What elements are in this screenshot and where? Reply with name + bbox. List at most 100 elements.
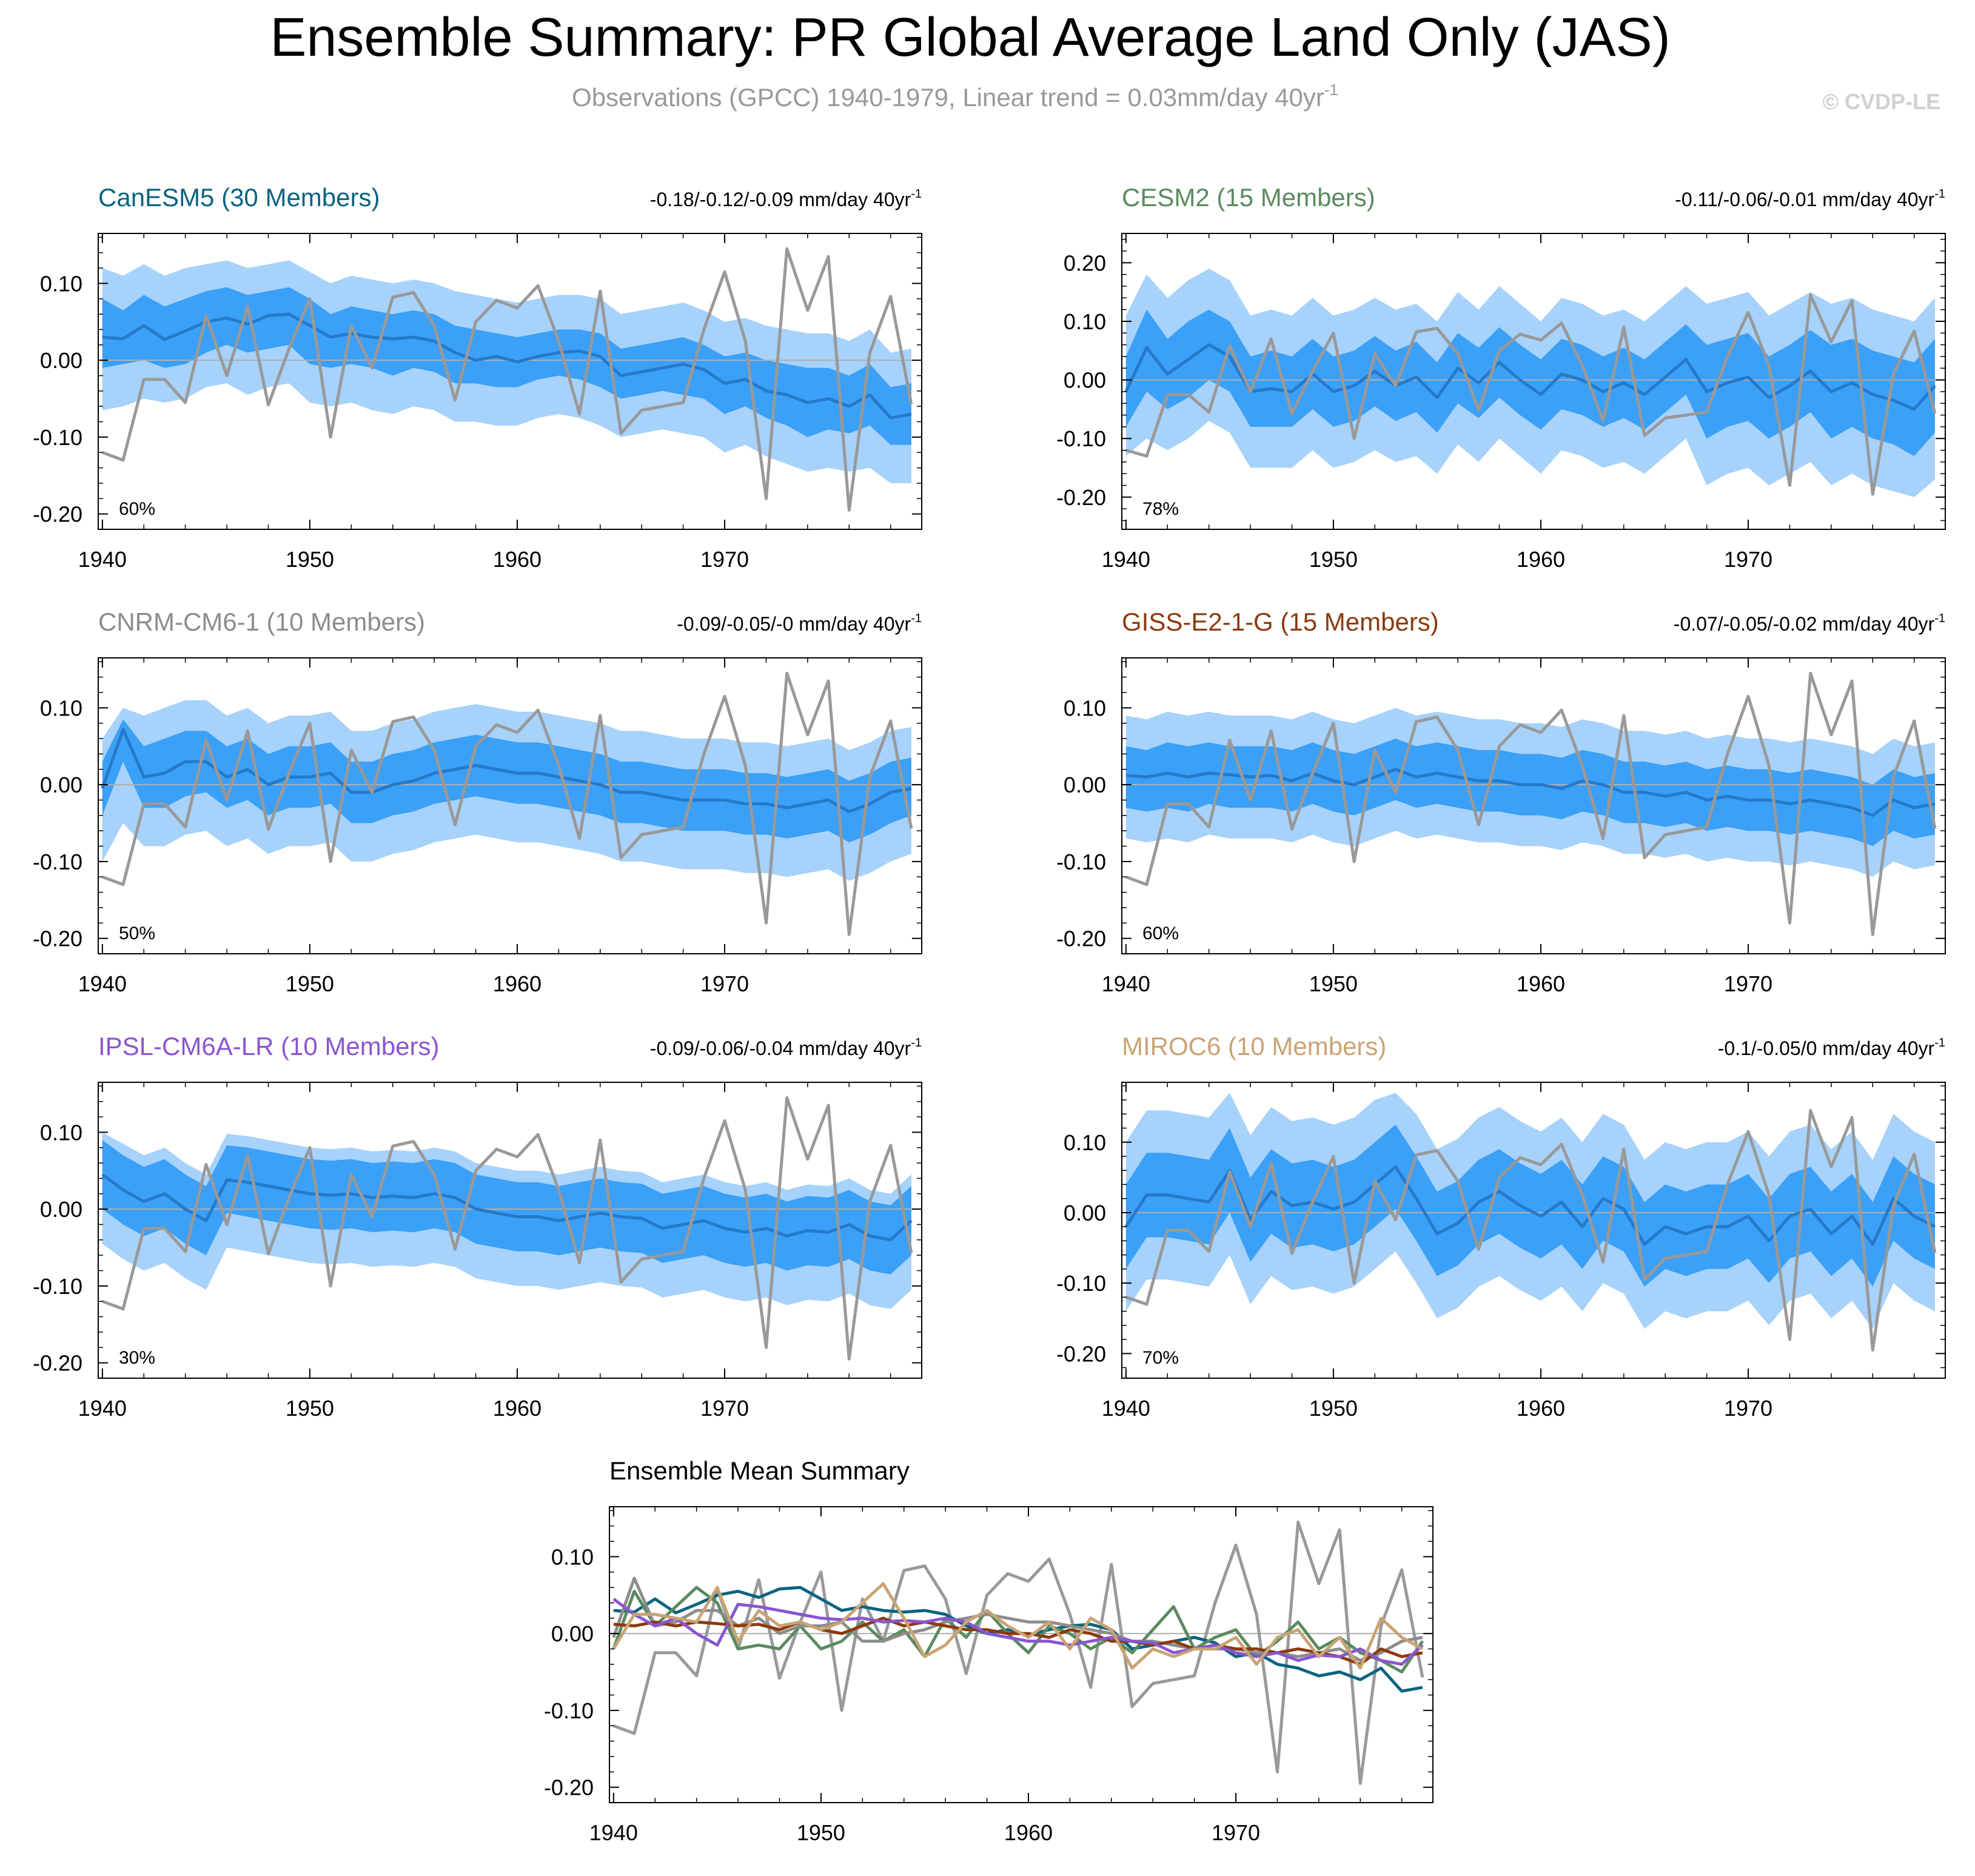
x-tick-label: 1960 (1517, 1396, 1565, 1421)
x-tick-label: 1950 (1309, 971, 1358, 996)
observations-line (101, 1096, 913, 1361)
x-tick-label: 1970 (1724, 971, 1772, 996)
plot-area (1122, 671, 1945, 936)
y-tick-label: 0.10 (40, 1120, 82, 1145)
panel-title: IPSL-CM6A-LR (10 Members) (98, 1032, 439, 1060)
x-tick-label: 1940 (589, 1820, 638, 1845)
x-tick-label: 1960 (493, 547, 542, 572)
percent-label: 50% (119, 923, 155, 943)
y-tick-label: 0.00 (40, 1197, 82, 1222)
x-tick-label: 1950 (1309, 547, 1358, 572)
figure-subtitle: Observations (GPCC) 1940-1979, Linear tr… (572, 81, 1338, 112)
x-tick-label: 1940 (1102, 971, 1150, 996)
y-tick-label: 0.10 (40, 271, 82, 296)
trend-label-text: -0.09/-0.05/-0 mm/day 40yr (677, 613, 911, 635)
x-tick-label: 1960 (493, 1396, 542, 1421)
trend-label: -0.07/-0.05/-0.02 mm/day 40yr-1 (1674, 612, 1945, 635)
trend-label-text: -0.11/-0.06/-0.01 mm/day 40yr (1675, 189, 1934, 210)
x-tick-label: 1970 (700, 1396, 749, 1421)
y-tick-label: 0.20 (1064, 250, 1106, 275)
x-tick-label: 1950 (286, 1396, 334, 1421)
ensemble-inner-band (1125, 739, 1935, 846)
trend-label-text: -0.07/-0.05/-0.02 mm/day 40yr (1674, 613, 1935, 635)
percent-label: 30% (119, 1348, 155, 1368)
y-tick-label: -0.20 (33, 502, 82, 527)
panel-title: CanESM5 (30 Members) (98, 183, 380, 212)
x-tick-label: 1950 (1309, 1396, 1358, 1421)
plot-area (98, 671, 922, 936)
x-tick-label: 1960 (1004, 1820, 1053, 1845)
x-tick-label: 1960 (1517, 971, 1565, 996)
y-tick-label: -0.10 (33, 849, 82, 874)
y-tick-label: -0.10 (33, 1274, 82, 1299)
y-tick-label: 0.10 (551, 1544, 594, 1569)
trend-label: -0.18/-0.12/-0.09 mm/day 40yr-1 (650, 187, 922, 210)
x-tick-label: 1960 (1517, 547, 1565, 572)
trend-label-sup: -1 (911, 187, 922, 201)
y-tick-label: 0.00 (1064, 1201, 1106, 1225)
panel-ensemble-mean-summary: -0.20 -0.10 0.00 0.10 1940 1950 1960 1970 Ensemb… (544, 1456, 1433, 1845)
percent-label: 60% (1142, 923, 1179, 943)
trend-label-sup: -1 (1934, 187, 1945, 201)
panel-ipsl-cm6a-lr: -0.20 -0.10 0.00 0.10 1940 1950 1960 1970 IPSL-C… (33, 1032, 922, 1421)
x-tick-label: 1940 (78, 971, 127, 996)
observations-line (101, 247, 913, 512)
plot-area (1122, 1093, 1945, 1352)
ensemble-inner-band (102, 1140, 911, 1275)
panel-canesm5: -0.20 -0.10 0.00 0.10 1940 1950 1960 1970 CanESM… (33, 183, 922, 572)
trend-label-text: -0.1/-0.05/0 mm/day 40yr (1718, 1037, 1935, 1059)
trend-label-sup: -1 (1934, 612, 1945, 625)
trend-label: -0.09/-0.06/-0.04 mm/day 40yr-1 (650, 1036, 922, 1059)
ensemble-inner-band (102, 287, 911, 445)
plot-area (609, 1520, 1433, 1785)
watermark: © CVDP-LE (1822, 89, 1940, 114)
series-cnrm-cm6-1 (612, 1576, 1423, 1662)
panel-cesm2: -0.20 -0.10 0.00 0.10 0.20 1940 1950 1960 1970 CE… (1056, 183, 1946, 572)
figure-subtitle-sup: -1 (1324, 81, 1338, 99)
series-observations (612, 1520, 1424, 1785)
observations-line (1125, 1109, 1937, 1352)
y-tick-label: 0.00 (40, 348, 82, 373)
figure-title: Ensemble Summary: PR Global Average Land… (270, 7, 1670, 68)
x-tick-label: 1970 (700, 971, 749, 996)
panel-miroc6: -0.20 -0.10 0.00 0.10 1940 1950 1960 1970 MIROC6… (1056, 1032, 1946, 1421)
ensemble-inner-band (102, 719, 911, 843)
panel-title: CNRM-CM6-1 (10 Members) (98, 608, 425, 636)
y-tick-label: -0.20 (1056, 926, 1106, 951)
x-tick-label: 1940 (78, 547, 127, 572)
x-tick-label: 1940 (78, 1396, 127, 1421)
observations-line (101, 671, 913, 936)
series-ipsl-cm6a-lr (612, 1598, 1424, 1666)
plot-area (1122, 269, 1945, 497)
y-tick-label: -0.20 (1056, 1341, 1106, 1366)
x-tick-label: 1970 (1724, 547, 1772, 572)
plot-area (98, 1096, 922, 1361)
trend-label-text: -0.09/-0.06/-0.04 mm/day 40yr (650, 1037, 911, 1059)
panel-giss-e2-1-g: -0.20 -0.10 0.00 0.10 1940 1950 1960 1970 GISS-E… (1056, 608, 1946, 996)
y-tick-label: -0.20 (1056, 485, 1106, 510)
panel-title: GISS-E2-1-G (15 Members) (1122, 608, 1439, 636)
panel-cnrm-cm6-1: -0.20 -0.10 0.00 0.10 1940 1950 1960 1970 CNRM-C… (33, 608, 922, 996)
percent-label: 78% (1142, 499, 1179, 519)
percent-label: 70% (1142, 1348, 1179, 1368)
series-cesm2 (612, 1586, 1424, 1673)
x-tick-label: 1970 (1724, 1396, 1772, 1421)
y-tick-label: 0.00 (40, 772, 82, 797)
y-tick-label: 0.10 (40, 695, 82, 720)
y-tick-label: 0.10 (1064, 695, 1106, 720)
y-tick-label: -0.10 (33, 425, 82, 450)
x-tick-label: 1970 (1212, 1820, 1260, 1845)
plot-area (98, 247, 922, 512)
panel-title: MIROC6 (10 Members) (1122, 1032, 1386, 1060)
y-tick-label: -0.20 (33, 1351, 82, 1376)
ensemble-mean-line (102, 312, 912, 420)
x-tick-label: 1940 (1102, 547, 1150, 572)
y-tick-label: 0.10 (1064, 1130, 1106, 1155)
y-tick-label: -0.10 (544, 1698, 594, 1723)
series-miroc6 (612, 1582, 1424, 1670)
y-tick-label: -0.20 (33, 926, 82, 951)
y-tick-label: -0.10 (1056, 1271, 1106, 1296)
trend-label: -0.09/-0.05/-0 mm/day 40yr-1 (677, 612, 922, 635)
x-tick-label: 1940 (1102, 1396, 1150, 1421)
